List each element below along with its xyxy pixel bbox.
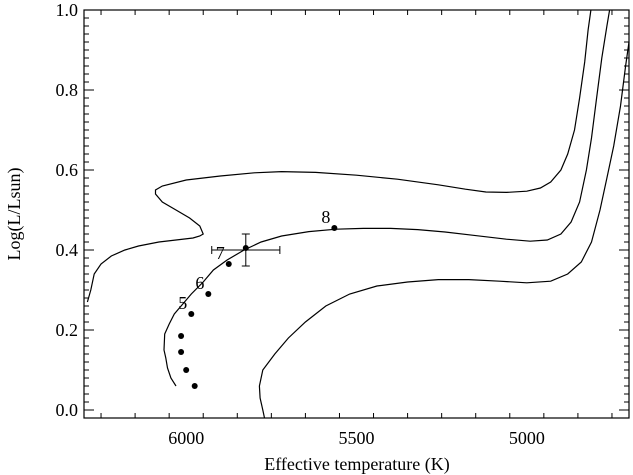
- point-label: 5: [178, 293, 187, 313]
- y-tick-label: 0.0: [56, 400, 79, 420]
- data-point: [191, 383, 198, 389]
- y-tick-label: 0.6: [56, 160, 79, 180]
- x-axis-ticks: 6000 5500 5000: [100, 10, 613, 448]
- point-label: 8: [321, 207, 330, 227]
- point-label: 6: [195, 273, 204, 293]
- plot-frame: [83, 9, 630, 419]
- track-curves: [86, 9, 630, 419]
- data-markers: 567 8: [178, 207, 338, 389]
- track-curve-1: [86, 9, 592, 303]
- x-tick-label: 5000: [509, 428, 545, 448]
- x-axis-label: Effective temperature (K): [264, 454, 450, 475]
- point-label: 7: [216, 243, 225, 263]
- x-tick-label: 6000: [168, 428, 204, 448]
- data-point: [178, 349, 185, 355]
- y-axis-ticks: 0.0 0.2 0.4 0.6 0.8 1.0: [56, 0, 629, 420]
- data-point: [188, 311, 195, 317]
- y-tick-label: 1.0: [56, 0, 79, 20]
- track-curve-2: [163, 9, 611, 387]
- data-point: [178, 333, 185, 339]
- x-tick-label: 5500: [339, 428, 375, 448]
- y-axis-label: Log(L/Lsun): [4, 168, 25, 261]
- data-point: [331, 225, 338, 231]
- track-curve-3: [258, 41, 630, 419]
- data-point: [225, 261, 232, 267]
- y-tick-label: 0.2: [56, 320, 79, 340]
- y-tick-label: 0.8: [56, 80, 79, 100]
- data-point: [205, 291, 212, 297]
- y-tick-label: 0.4: [56, 240, 79, 260]
- data-point: [183, 367, 190, 373]
- data-point: [242, 245, 249, 251]
